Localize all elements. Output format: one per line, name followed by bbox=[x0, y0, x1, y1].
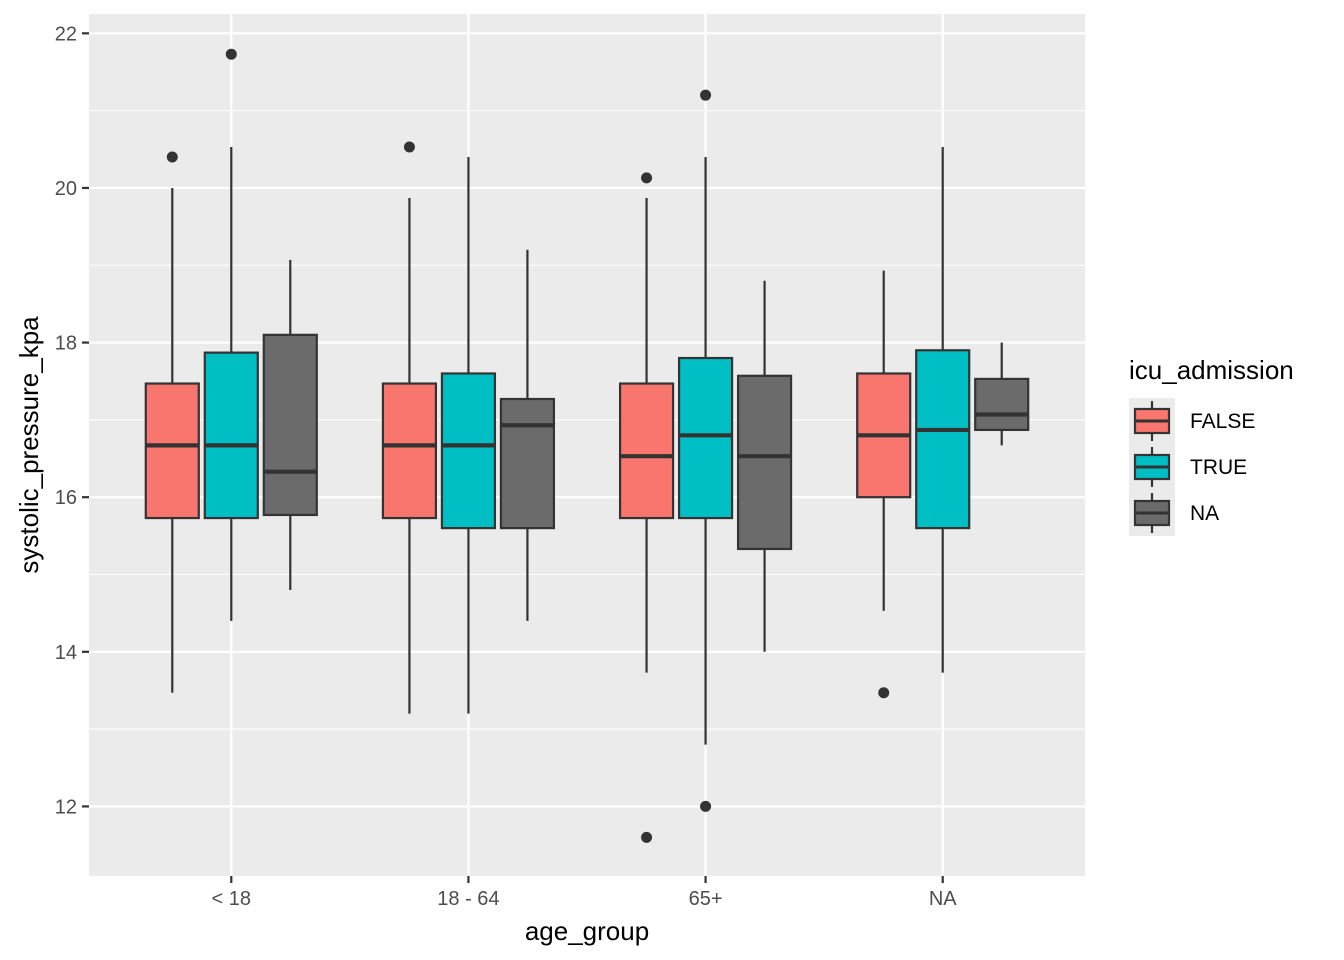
outlier-point bbox=[403, 141, 415, 153]
box-< 18-FALSE bbox=[144, 151, 200, 693]
x-tick-label: 18 - 64 bbox=[437, 888, 499, 910]
legend-item-FALSE: FALSE bbox=[1129, 398, 1255, 444]
y-axis-title: systolic_pressure_kpa bbox=[14, 316, 44, 574]
x-tick-label: < 18 bbox=[212, 888, 251, 910]
outlier-point bbox=[166, 151, 178, 163]
box-body bbox=[262, 333, 318, 517]
box-body bbox=[144, 382, 200, 520]
box-body bbox=[381, 382, 438, 520]
y-tick-label: 14 bbox=[55, 642, 77, 664]
box-body bbox=[736, 374, 793, 551]
boxes-layer bbox=[144, 48, 1030, 843]
box-body bbox=[618, 382, 675, 520]
box-65+-FALSE bbox=[618, 172, 675, 843]
legend-title: icu_admission bbox=[1129, 355, 1294, 385]
box-65+-TRUE bbox=[677, 89, 734, 812]
box-NA-NA bbox=[974, 342, 1030, 446]
box-body bbox=[440, 372, 497, 530]
legend-keys: FALSE TRUE NA bbox=[1129, 398, 1255, 536]
box-18 - 64-FALSE bbox=[381, 141, 438, 714]
x-tick-label: 65+ bbox=[689, 888, 723, 910]
y-axis: 12 14 16 18 20 22 bbox=[55, 23, 89, 818]
y-tick-label: 16 bbox=[55, 487, 77, 509]
box-body bbox=[915, 349, 971, 530]
box-NA-TRUE bbox=[915, 146, 971, 673]
legend-item-TRUE: TRUE bbox=[1129, 444, 1247, 490]
x-tick-label: NA bbox=[929, 888, 957, 910]
box-18 - 64-NA bbox=[499, 249, 556, 621]
legend-label: TRUE bbox=[1190, 456, 1247, 479]
box-< 18-TRUE bbox=[203, 48, 259, 621]
y-tick-label: 12 bbox=[55, 796, 77, 818]
box-< 18-NA bbox=[262, 259, 318, 590]
outlier-point bbox=[700, 89, 712, 101]
outlier-point bbox=[641, 172, 653, 184]
box-body bbox=[677, 356, 734, 520]
box-NA-FALSE bbox=[856, 270, 912, 699]
y-tick-label: 18 bbox=[55, 333, 77, 355]
outlier-point bbox=[225, 48, 237, 60]
legend-item-NA: NA bbox=[1129, 490, 1219, 536]
x-axis-title: age_group bbox=[525, 916, 649, 946]
y-tick-label: 22 bbox=[55, 23, 77, 45]
box-body bbox=[974, 377, 1030, 432]
legend-label: FALSE bbox=[1190, 410, 1255, 433]
outlier-point bbox=[700, 800, 712, 812]
box-65+-NA bbox=[736, 280, 793, 652]
outlier-point bbox=[641, 831, 653, 843]
box-18 - 64-TRUE bbox=[440, 157, 497, 714]
outlier-point bbox=[878, 687, 890, 699]
box-body bbox=[499, 397, 556, 530]
box-body bbox=[203, 351, 259, 520]
x-axis: < 18 18 - 64 65+ NA bbox=[212, 876, 957, 910]
legend-label: NA bbox=[1190, 502, 1219, 525]
y-tick-label: 20 bbox=[55, 178, 77, 200]
legend: icu_admission FALSE TRUE NA bbox=[1129, 355, 1294, 536]
